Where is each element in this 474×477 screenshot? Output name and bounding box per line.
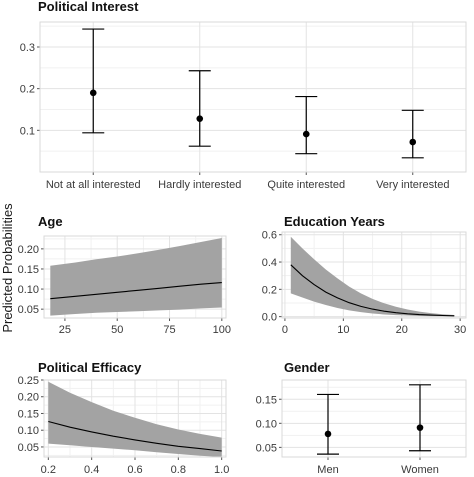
panel-age: Age 0.05 0.10 0.15 0.20 25 50 75 100 bbox=[18, 214, 231, 336]
education-years-x-tick-label: 30 bbox=[454, 324, 466, 336]
education-years-y-tick-label: 0.0 bbox=[262, 312, 277, 324]
age-y-tick-label: 0.10 bbox=[18, 284, 39, 296]
panel-gender: Gender 0.05 0.10 0.15 Men Women bbox=[256, 360, 467, 476]
political-efficacy-y-tick-label: 0.15 bbox=[18, 408, 39, 420]
political-efficacy-y-tick-label: 0.25 bbox=[18, 375, 39, 387]
panel-political-interest: Political Interest 0.1 0.2 0.3 Not at all in… bbox=[20, 0, 467, 191]
political-interest-point-not-at-all-interested bbox=[89, 89, 97, 97]
political-interest-x-tick-label: Hardly interested bbox=[158, 179, 241, 191]
age-y-tick-label: 0.20 bbox=[18, 244, 39, 256]
political-interest-x-tick-label: Quite interested bbox=[267, 179, 345, 191]
political-interest-point-quite-interested bbox=[302, 130, 310, 138]
education-years-title: Education Years bbox=[284, 214, 385, 229]
age-y-tick-label: 0.15 bbox=[18, 264, 39, 276]
education-years-x-tick-label: 0 bbox=[282, 324, 288, 336]
education-years-panel-border bbox=[281, 231, 467, 319]
political-interest-x-tick-label: Very interested bbox=[376, 179, 449, 191]
age-x-tick-label: 25 bbox=[59, 324, 71, 336]
political-efficacy-x-tick-label: 0.4 bbox=[84, 464, 99, 476]
age-title: Age bbox=[38, 214, 63, 229]
gender-x-tick-label: Men bbox=[317, 464, 338, 476]
political-interest-y-tick-label: 0.2 bbox=[20, 84, 35, 96]
political-efficacy-x-tick-label: 1.0 bbox=[214, 464, 229, 476]
education-years-y-tick-label: 0.4 bbox=[262, 257, 277, 269]
age-panel-border bbox=[43, 235, 227, 319]
age-x-tick-label: 50 bbox=[111, 324, 123, 336]
political-interest-y-tick-label: 0.1 bbox=[20, 125, 35, 137]
shared-y-axis-label: Predicted Probabilities bbox=[0, 203, 15, 333]
political-efficacy-y-tick-label: 0.05 bbox=[18, 442, 39, 454]
panel-political-efficacy: Political Efficacy 0.05 0.10 0.15 0.20 0.25 0.… bbox=[18, 360, 230, 476]
political-efficacy-confidence-band bbox=[48, 381, 222, 457]
political-interest-plot-area bbox=[40, 22, 466, 172]
political-efficacy-x-tick-label: 0.8 bbox=[171, 464, 186, 476]
political-interest-point-very-interested bbox=[409, 138, 417, 146]
education-years-confidence-band bbox=[290, 236, 455, 317]
gender-y-tick-label: 0.05 bbox=[256, 442, 277, 454]
political-interest-x-tick-label: Not at all interested bbox=[46, 179, 141, 191]
political-interest-y-tick-label: 0.3 bbox=[20, 42, 35, 54]
political-efficacy-panel-border bbox=[43, 379, 227, 458]
age-prediction-line bbox=[50, 282, 222, 300]
political-efficacy-x-tick-label: 0.2 bbox=[41, 464, 56, 476]
political-efficacy-y-tick-label: 0.20 bbox=[18, 392, 39, 404]
gender-point-women bbox=[416, 424, 424, 431]
education-years-x-tick-label: 10 bbox=[337, 324, 349, 336]
age-x-tick-label: 100 bbox=[213, 324, 231, 336]
education-years-y-tick-label: 0.2 bbox=[262, 284, 277, 296]
age-x-tick-label: 75 bbox=[163, 324, 175, 336]
gender-y-tick-label: 0.10 bbox=[256, 418, 277, 430]
education-years-x-tick-label: 20 bbox=[396, 324, 408, 336]
political-interest-title: Political Interest bbox=[38, 0, 139, 14]
political-efficacy-x-tick-label: 0.6 bbox=[127, 464, 142, 476]
education-years-y-tick-label: 0.6 bbox=[262, 230, 277, 242]
political-efficacy-title: Political Efficacy bbox=[38, 360, 142, 375]
panel-education-years: Education Years 0.0 0.2 0.4 0.6 0 10 20 30 bbox=[262, 214, 467, 336]
gender-y-tick-label: 0.15 bbox=[256, 394, 277, 406]
political-interest-point-hardly-interested bbox=[196, 115, 204, 122]
political-efficacy-y-tick-label: 0.10 bbox=[18, 425, 39, 437]
political-efficacy-prediction-line bbox=[48, 420, 222, 452]
gender-plot-area bbox=[282, 380, 466, 457]
gender-panel-border bbox=[281, 379, 467, 458]
age-confidence-band bbox=[50, 238, 222, 316]
age-y-tick-label: 0.05 bbox=[18, 304, 39, 316]
gender-point-men bbox=[324, 430, 332, 438]
political-interest-panel-border bbox=[39, 21, 467, 173]
gender-title: Gender bbox=[284, 360, 330, 375]
gender-x-tick-label: Women bbox=[401, 464, 439, 476]
education-years-prediction-line bbox=[290, 264, 455, 317]
